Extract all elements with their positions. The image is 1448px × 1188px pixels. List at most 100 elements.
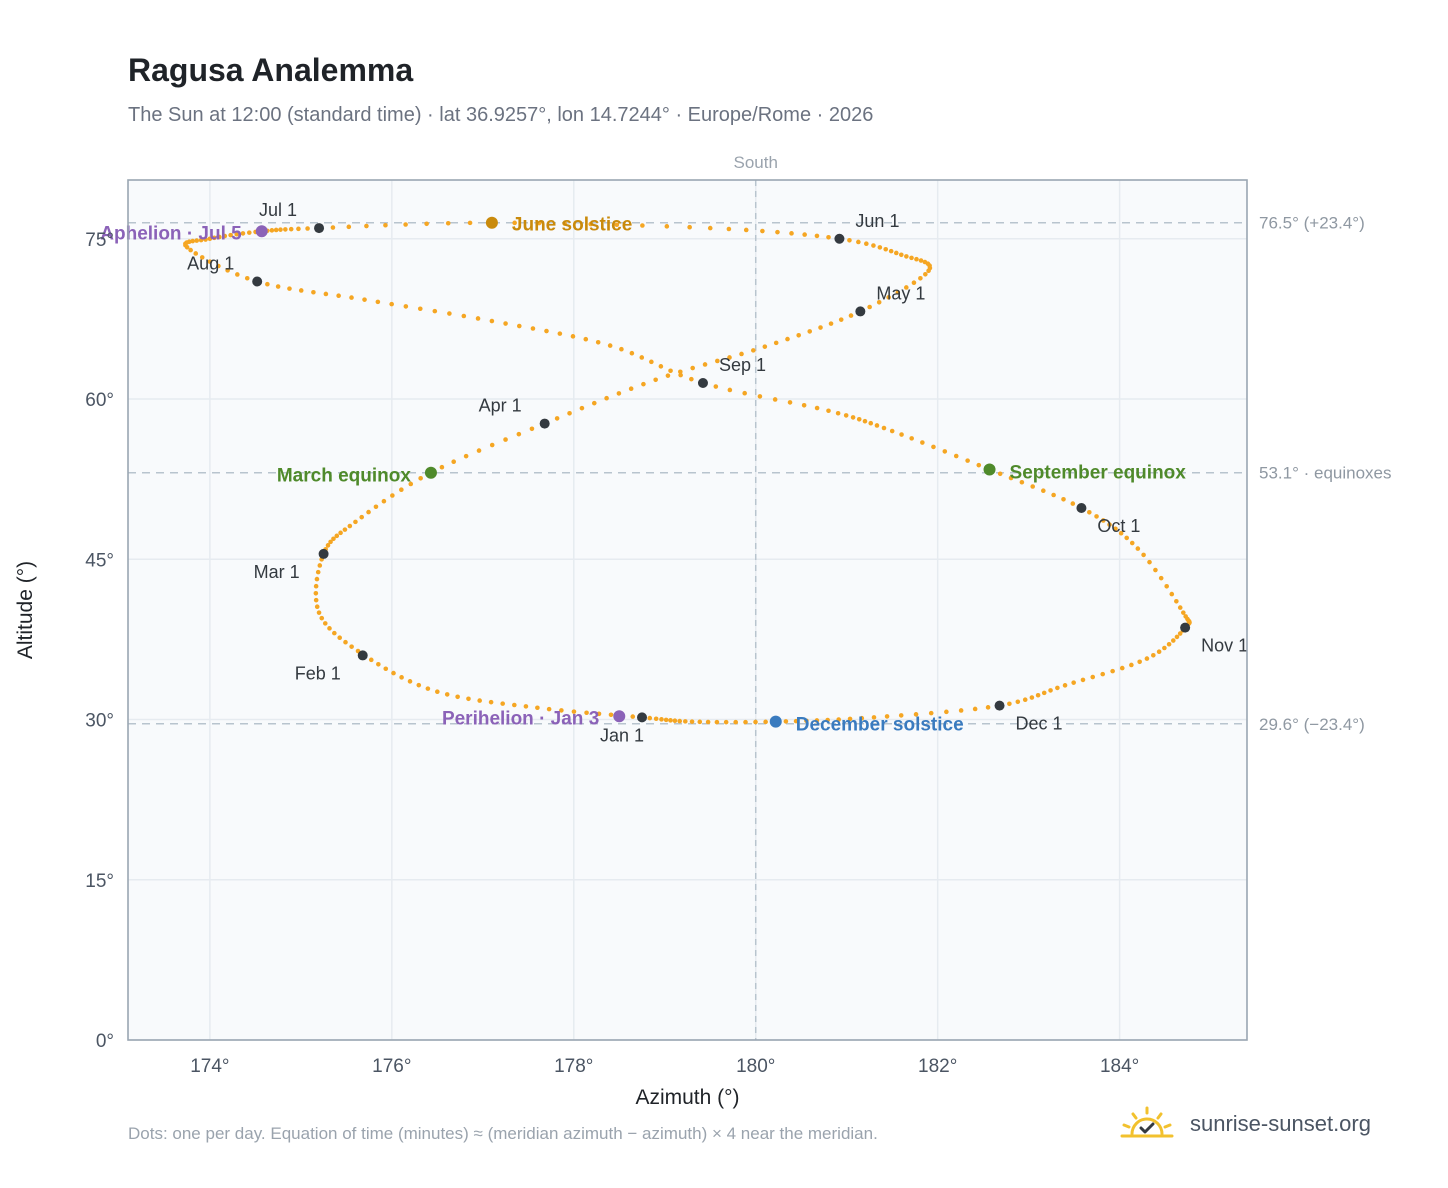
daily-dot	[614, 222, 620, 228]
daily-dot	[376, 661, 381, 667]
daily-dot	[843, 413, 849, 418]
daily-dot	[332, 630, 337, 636]
daily-dot	[1100, 671, 1106, 677]
daily-dot	[1030, 484, 1035, 489]
daily-dot	[687, 224, 692, 230]
event-markers: June solstice December solstice March equi…	[100, 215, 1186, 736]
daily-dot	[317, 563, 323, 568]
daily-dot	[763, 719, 768, 725]
daily-dot	[445, 220, 451, 226]
daily-dot	[311, 289, 316, 295]
daily-dot	[399, 675, 404, 680]
daily-dot	[489, 318, 495, 324]
daily-dot	[1118, 530, 1124, 536]
event-label: December solstice	[796, 715, 964, 736]
daily-dot	[658, 364, 664, 369]
daily-dot	[898, 713, 904, 718]
plot-frame	[127, 179, 1248, 1041]
daily-dot	[194, 238, 200, 243]
reference-label: 53.1° · equinoxes	[1259, 464, 1392, 483]
daily-dot	[562, 221, 567, 226]
daily-dot	[334, 533, 340, 539]
daily-dot	[461, 313, 467, 319]
daily-dot	[184, 245, 190, 250]
daily-dot	[503, 437, 508, 442]
daily-dot	[789, 231, 794, 236]
daily-dot	[368, 657, 374, 663]
axes: 174° 176° 178° 180° 182° 184° 0° 15° 30° 45° 60° 75…	[14, 230, 1139, 1109]
daily-dot	[451, 459, 457, 464]
month-marker	[1180, 622, 1191, 633]
daily-dot	[895, 290, 901, 295]
daily-dot	[246, 230, 252, 235]
daily-dot	[1100, 518, 1106, 523]
daily-dot	[663, 717, 669, 723]
daily-dot	[535, 705, 540, 711]
daily-dot	[383, 666, 389, 672]
daily-dot	[403, 304, 409, 309]
daily-dot	[874, 423, 880, 428]
daily-dot	[557, 331, 563, 336]
daily-dot	[942, 449, 948, 454]
daily-dot	[1166, 641, 1172, 647]
x-tick-label: 184°	[1100, 1056, 1139, 1077]
daily-dot	[288, 226, 294, 232]
daily-dot	[265, 281, 270, 287]
daily-dot	[476, 448, 482, 453]
brand[interactable]: sunrise-sunset.org	[1120, 1100, 1371, 1148]
daily-dot	[314, 604, 320, 609]
daily-dot	[217, 234, 222, 240]
daily-dot	[1055, 685, 1060, 691]
daily-dot	[856, 239, 861, 245]
daily-dot	[678, 369, 683, 375]
event-label: Perihelion · Jan 3	[442, 708, 599, 729]
daily-dot	[762, 344, 768, 349]
daily-dot	[1164, 583, 1169, 589]
daily-dot	[639, 355, 645, 360]
daily-dot	[604, 395, 609, 401]
daily-dot	[647, 715, 653, 721]
daily-dot	[512, 220, 517, 226]
daily-dot	[630, 714, 636, 719]
daily-dot	[316, 610, 322, 615]
y-tick-label: 15°	[85, 871, 114, 892]
event-marker	[485, 216, 498, 229]
daily-dot	[796, 332, 801, 338]
daily-dot	[911, 280, 917, 286]
daily-dot	[383, 222, 388, 228]
daily-dot	[591, 400, 597, 406]
daily-dot	[918, 258, 924, 263]
daily-dot	[743, 227, 749, 233]
daily-dot	[727, 387, 733, 393]
daily-dot	[417, 306, 423, 312]
daily-dot	[336, 293, 341, 299]
daily-dot	[1061, 496, 1066, 502]
daily-dot	[313, 583, 319, 589]
daily-dot	[1041, 690, 1047, 696]
daily-dot	[1022, 697, 1028, 703]
daily-dot	[953, 453, 959, 459]
month-label: May 1	[876, 283, 925, 303]
daily-dot	[690, 365, 695, 371]
daily-dot	[801, 402, 807, 408]
daily-dot	[544, 328, 549, 334]
daily-dot	[683, 719, 688, 724]
daily-dot	[314, 576, 320, 582]
month-label: Dec 1	[1016, 714, 1063, 734]
daily-dot	[596, 711, 602, 717]
daily-dot	[467, 220, 473, 226]
daily-dot	[807, 329, 813, 334]
meridian-label: South	[734, 153, 778, 172]
daily-dot	[904, 285, 909, 290]
daily-dot	[1094, 514, 1099, 519]
daily-dot	[894, 250, 899, 256]
event-marker	[424, 466, 437, 479]
daily-dot	[1174, 598, 1179, 604]
month-marker	[539, 418, 550, 429]
daily-dot	[931, 444, 936, 450]
daily-dot	[723, 719, 729, 725]
daily-dot	[733, 719, 739, 725]
month-label: Oct 1	[1097, 516, 1140, 536]
daily-dot	[222, 233, 228, 239]
